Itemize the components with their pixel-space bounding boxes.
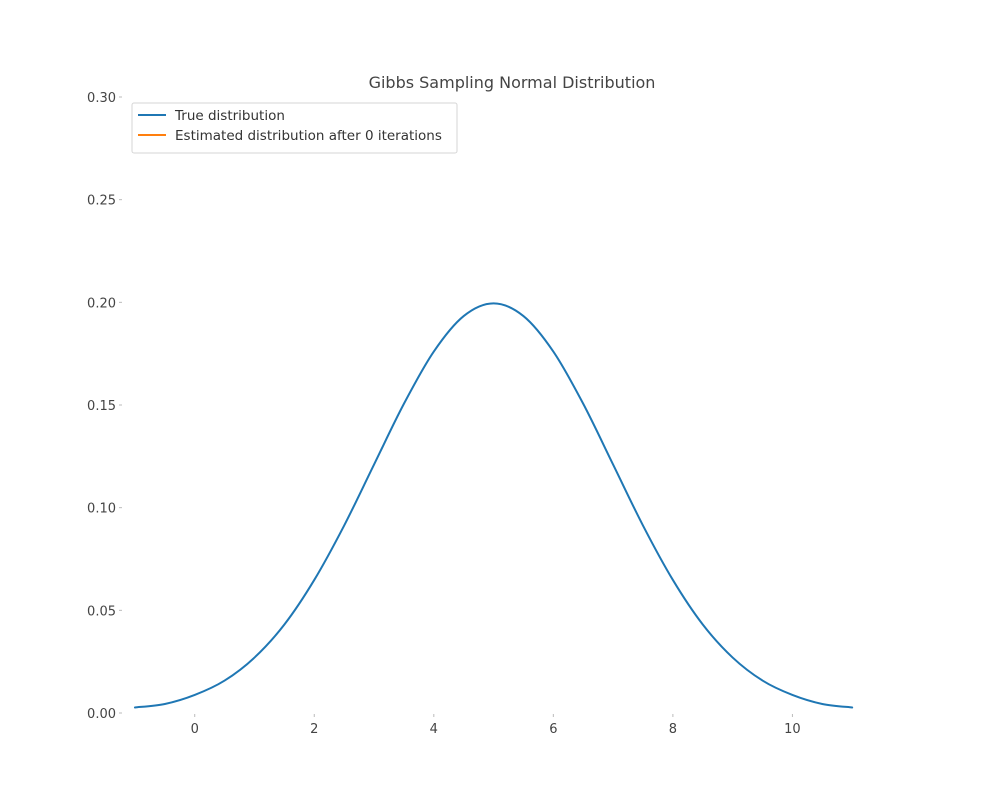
y-tick-label: 0.30 bbox=[87, 91, 116, 106]
x-tick-label: 10 bbox=[784, 722, 801, 737]
x-tick-label: 2 bbox=[310, 722, 318, 737]
y-tick-label: 0.00 bbox=[87, 707, 116, 722]
x-tick-label: 0 bbox=[191, 722, 199, 737]
legend-label: Estimated distribution after 0 iteration… bbox=[175, 128, 442, 144]
y-tick-label: 0.20 bbox=[87, 296, 116, 311]
y-tick-label: 0.15 bbox=[87, 399, 116, 414]
y-axis: 0.00 0.05 0.10 0.15 0.20 0.25 0.30 bbox=[87, 91, 122, 722]
series-line-0 bbox=[133, 302, 854, 709]
plot-area bbox=[133, 302, 854, 709]
chart-title: Gibbs Sampling Normal Distribution bbox=[369, 73, 656, 92]
y-tick-label: 0.25 bbox=[87, 194, 116, 209]
x-axis: 0 2 4 6 8 10 bbox=[191, 714, 801, 737]
legend-box bbox=[131, 102, 458, 154]
x-tick-label: 6 bbox=[549, 722, 557, 737]
x-tick-label: 8 bbox=[669, 722, 677, 737]
x-tick-label: 4 bbox=[430, 722, 438, 737]
y-tick-label: 0.05 bbox=[87, 604, 116, 619]
y-tick-label: 0.10 bbox=[87, 502, 116, 517]
legend: True distribution Estimated distribution … bbox=[131, 102, 458, 154]
legend-label: True distribution bbox=[174, 108, 285, 124]
